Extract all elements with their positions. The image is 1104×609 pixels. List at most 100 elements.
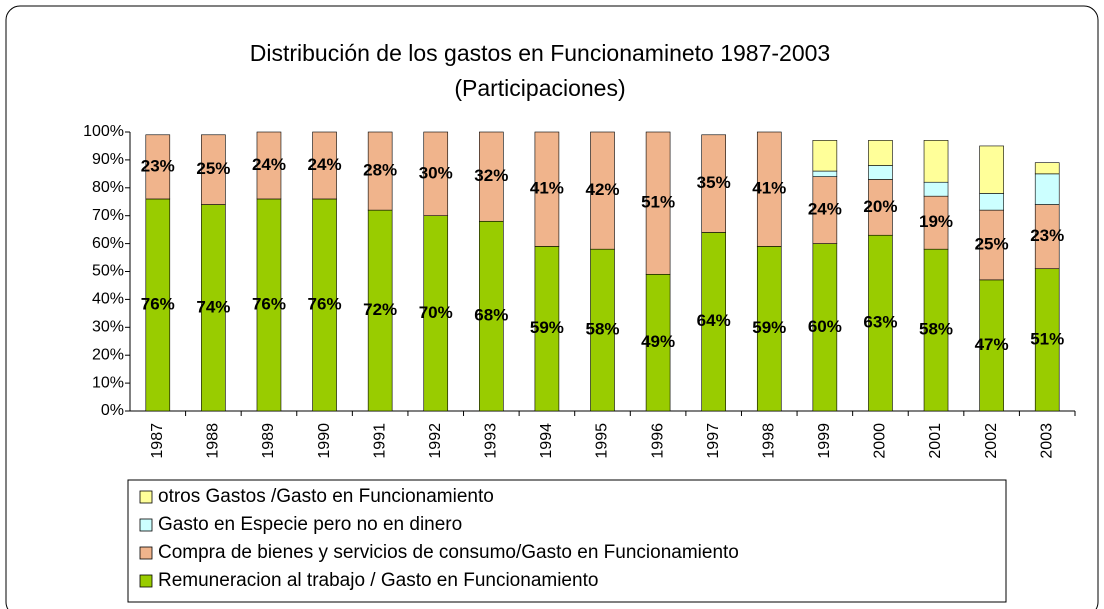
x-tick-label: 1993 (483, 423, 500, 459)
bar-segment (979, 145, 1004, 194)
data-label: 51% (1030, 329, 1064, 348)
legend-swatch (139, 518, 153, 532)
bar-segment (645, 131, 671, 275)
legend (127, 479, 1007, 603)
bar-segment (812, 140, 838, 172)
bar-segment (534, 246, 560, 412)
data-label: 70% (419, 303, 453, 322)
data-label: 58% (585, 320, 619, 339)
legend-swatch (139, 546, 153, 560)
bar-segment (479, 131, 504, 222)
bar-segment (1034, 268, 1060, 412)
y-tick-label: 80% (92, 179, 124, 196)
x-tick-label: 1995 (594, 423, 611, 459)
data-label: 58% (919, 320, 953, 339)
bar-segment (756, 131, 782, 247)
bar-segment (645, 273, 671, 412)
x-tick-label: 2000 (872, 423, 889, 459)
data-label: 42% (585, 180, 619, 199)
data-label: 32% (474, 166, 508, 185)
data-label: 68% (474, 306, 508, 325)
data-label: 47% (975, 335, 1009, 354)
bar-segment (367, 131, 393, 211)
bar-segment (145, 198, 171, 412)
y-tick-label: 100% (83, 123, 124, 140)
y-tick-label: 30% (92, 319, 124, 336)
bar-segment (1034, 204, 1060, 270)
bar-segment (534, 131, 560, 247)
y-tick-label: 50% (92, 263, 124, 280)
bar-segment (201, 204, 226, 412)
bar-segment (367, 209, 393, 412)
data-label: 25% (196, 159, 230, 178)
y-tick-label: 60% (92, 235, 124, 252)
bar-segment (923, 140, 949, 183)
legend-label: Gasto en Especie pero no en dinero (158, 514, 462, 535)
bar-segment (979, 193, 1004, 211)
bar-segment (590, 131, 615, 250)
data-label: 64% (697, 311, 731, 330)
bar-segment (201, 134, 226, 205)
data-label: 23% (141, 156, 175, 175)
data-label: 41% (752, 179, 786, 198)
data-label: 76% (252, 294, 286, 313)
bar-segment (1034, 162, 1060, 175)
bar-segment (979, 279, 1004, 412)
x-tick-label: 1999 (816, 423, 833, 459)
bar-segment (1034, 173, 1060, 205)
x-tick-label: 1994 (538, 423, 555, 459)
legend-label: Remuneracion al trabajo / Gasto en Funci… (158, 570, 598, 591)
bar-segment (423, 215, 449, 412)
y-tick-label: 90% (92, 151, 124, 168)
y-tick-label: 70% (92, 207, 124, 224)
bar-segment (868, 165, 893, 180)
data-label: 20% (863, 197, 897, 216)
x-tick-label: 1987 (149, 423, 166, 459)
data-label: 59% (530, 318, 564, 337)
bar-segment (923, 248, 949, 412)
data-label: 23% (1030, 226, 1064, 245)
bar-segment (145, 134, 171, 200)
bar-segment (868, 179, 893, 236)
bar-segment (312, 131, 337, 200)
y-tick-label: 10% (92, 374, 124, 391)
data-label: 35% (697, 173, 731, 192)
bar-segment (256, 131, 282, 200)
legend-label: Compra de bienes y servicios de consumo/… (158, 542, 739, 563)
data-label: 28% (363, 161, 397, 180)
x-tick-label: 1998 (760, 423, 777, 459)
chart-subtitle: (Participaciones) (454, 75, 625, 101)
data-label: 59% (752, 318, 786, 337)
data-label: 51% (641, 193, 675, 212)
bar-segment (812, 170, 838, 177)
x-tick-label: 1991 (371, 423, 388, 459)
data-label: 60% (808, 317, 842, 336)
x-tick-label: 1996 (649, 423, 666, 459)
legend-label: otros Gastos /Gasto en Funcionamiento (158, 486, 494, 507)
y-tick-label: 20% (92, 346, 124, 363)
bar-segment (868, 234, 893, 412)
data-label: 76% (141, 294, 175, 313)
y-tick-label: 40% (92, 291, 124, 308)
x-tick-label: 1990 (316, 423, 333, 459)
x-tick-label: 2001 (927, 423, 944, 459)
data-label: 24% (808, 200, 842, 219)
data-label: 49% (641, 332, 675, 351)
bar-segment (423, 131, 449, 216)
bar-segment (312, 198, 337, 412)
x-tick-label: 1988 (205, 423, 222, 459)
data-label: 76% (308, 294, 342, 313)
data-label: 72% (363, 300, 397, 319)
bar-segment (590, 248, 615, 412)
y-tick-label: 0% (101, 402, 124, 419)
bar-segment (868, 140, 893, 166)
data-label: 41% (530, 179, 564, 198)
data-label: 30% (419, 163, 453, 182)
x-tick-label: 2003 (1038, 423, 1055, 459)
bar-segment (701, 134, 726, 233)
data-label: 19% (919, 212, 953, 231)
chart-title: Distribución de los gastos en Funcionami… (250, 40, 830, 66)
x-tick-label: 1989 (260, 423, 277, 459)
bar-segment (479, 220, 504, 412)
